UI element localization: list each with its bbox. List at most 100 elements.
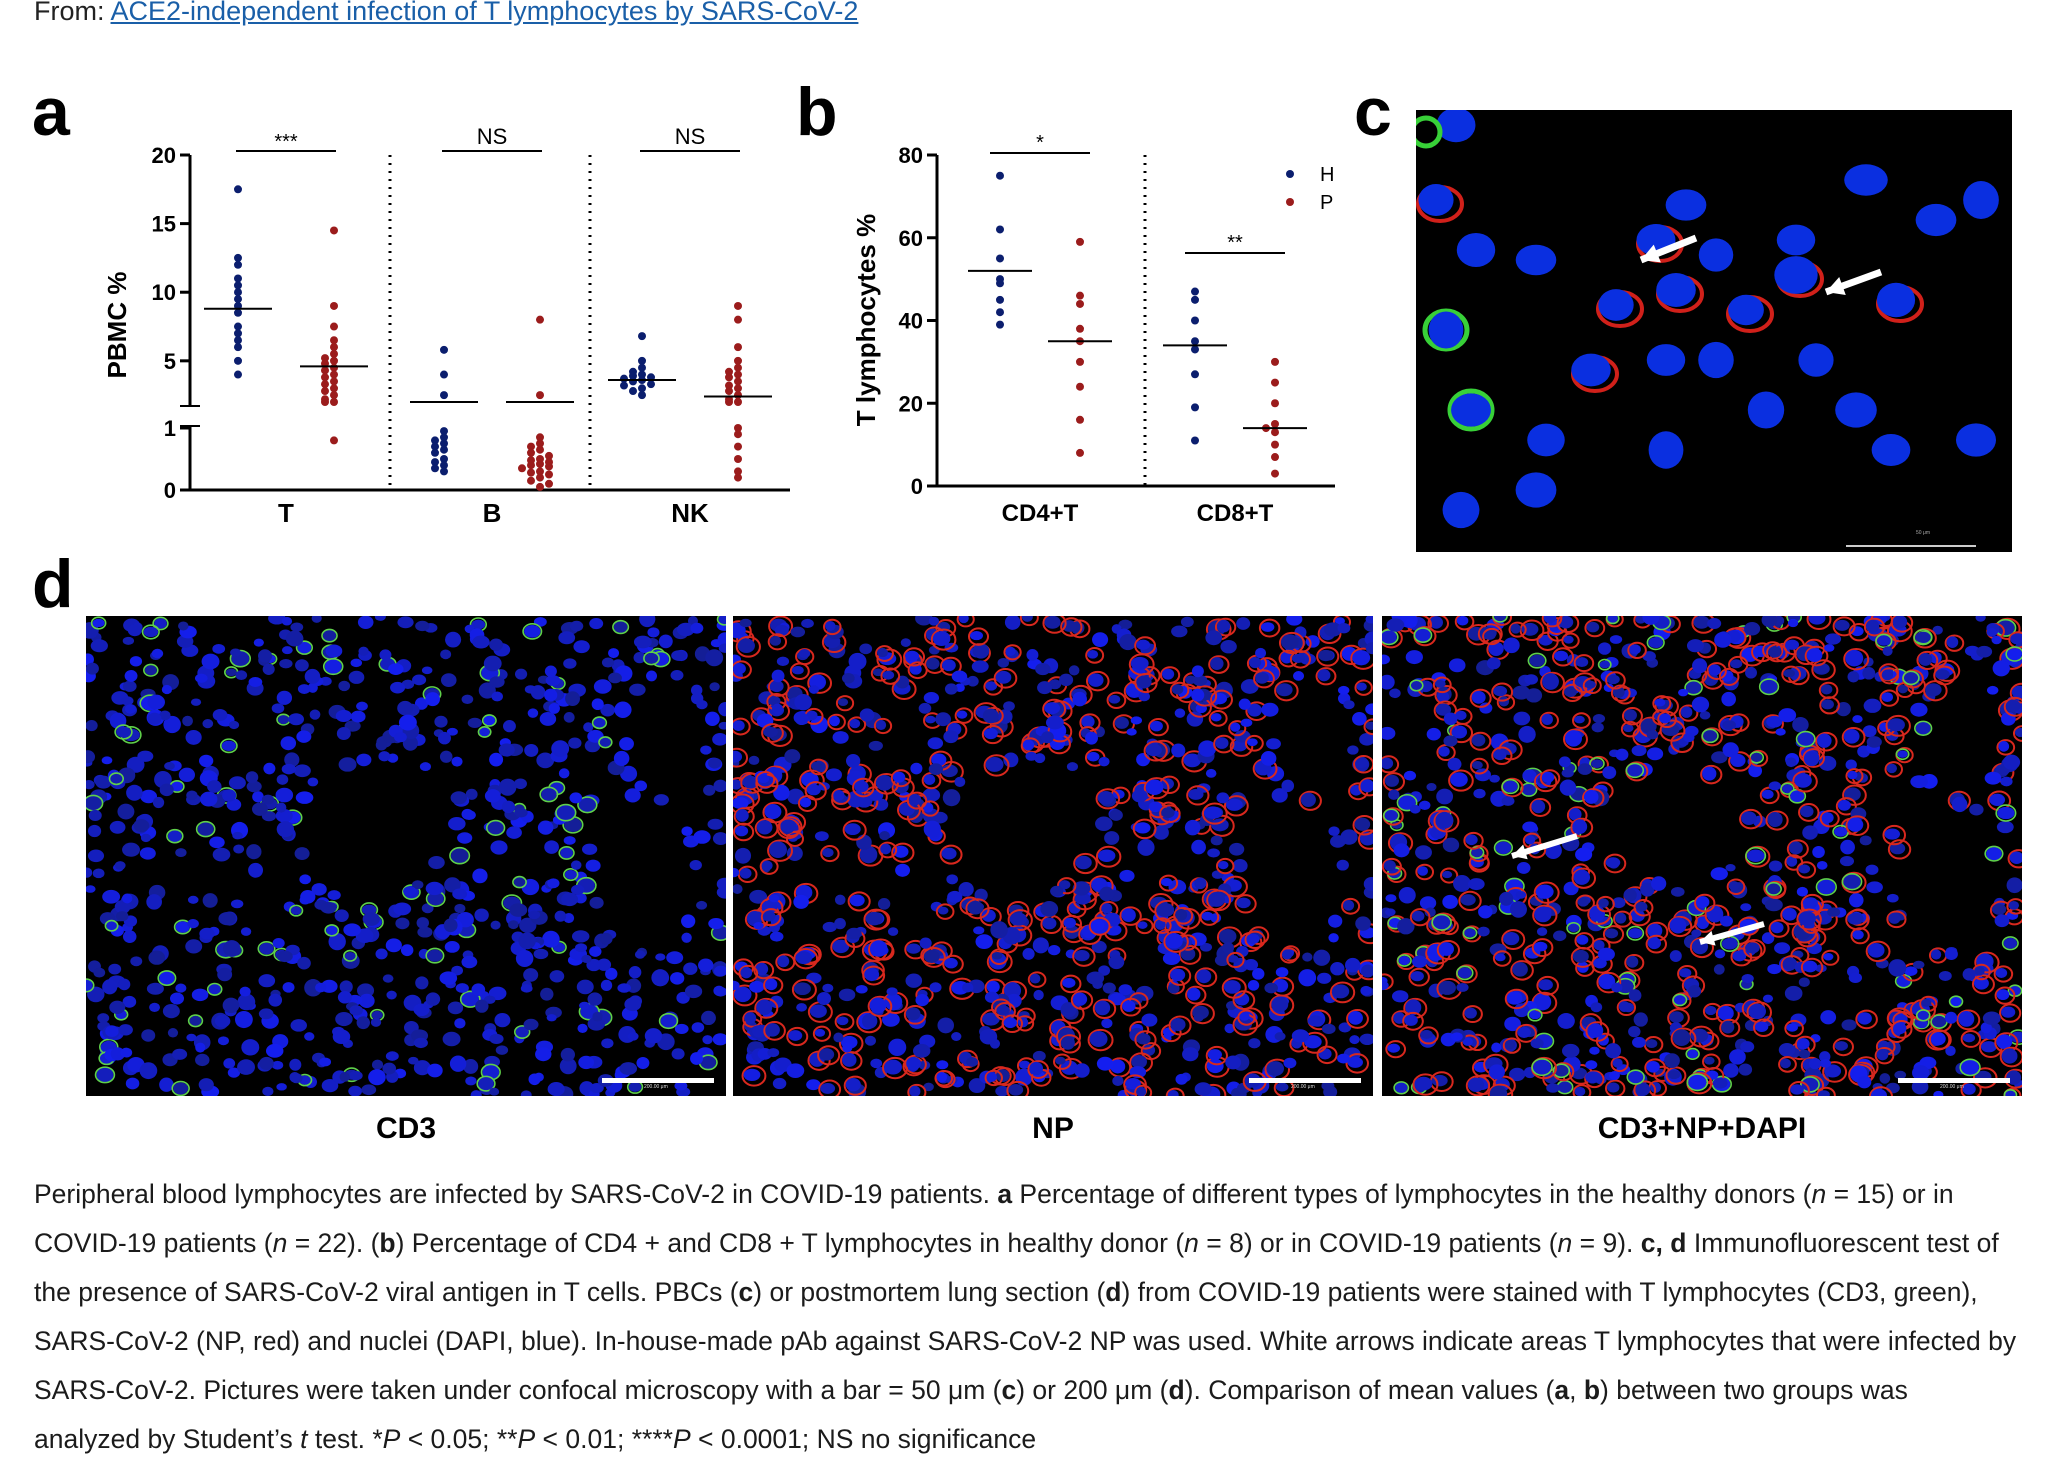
- np-signal: [1163, 930, 1189, 953]
- cd3-signal: [1902, 670, 1920, 686]
- nucleus: [450, 791, 468, 805]
- nucleus: [1442, 870, 1453, 879]
- nucleus: [86, 979, 93, 992]
- np-signal: [1487, 1083, 1514, 1096]
- np-signal: [1213, 734, 1235, 754]
- image-title-np: NP: [1032, 1112, 1074, 1145]
- nucleus: [1834, 619, 1850, 631]
- nucleus: [278, 715, 289, 725]
- nucleus: [1294, 626, 1307, 639]
- cd3-signal: [1597, 658, 1612, 671]
- nucleus: [1618, 1001, 1631, 1012]
- nucleus: [859, 845, 878, 864]
- nucleus: [1223, 980, 1241, 994]
- nucleus: [717, 632, 726, 646]
- nucleus: [589, 946, 602, 957]
- nucleus: [1424, 907, 1436, 918]
- nucleus: [108, 963, 122, 975]
- nucleus: [1648, 637, 1664, 649]
- nucleus: [1995, 967, 2008, 978]
- np-signal: [1159, 666, 1181, 684]
- nucleus: [1145, 779, 1164, 796]
- nucleus: [1615, 748, 1629, 761]
- cd3-signal: [90, 616, 107, 630]
- np-signal: [903, 647, 926, 667]
- significance-label: NS: [675, 124, 706, 149]
- nucleus: [1976, 645, 1993, 658]
- panel-label-d: d: [32, 546, 74, 622]
- nucleus: [864, 967, 880, 982]
- nucleus: [1678, 688, 1689, 697]
- cd3-signal: [1456, 965, 1474, 981]
- cd3-signal: [171, 1080, 190, 1096]
- nucleus: [763, 726, 778, 738]
- data-point: [330, 398, 338, 406]
- cd3-signal: [1396, 793, 1418, 812]
- np-signal: [1433, 810, 1460, 833]
- np-signal: [1865, 940, 1891, 963]
- nucleus: [1085, 731, 1098, 745]
- nucleus: [814, 1028, 826, 1037]
- np-signal: [1563, 728, 1588, 751]
- data-point: [1076, 291, 1084, 300]
- nucleus: [923, 1082, 934, 1092]
- nucleus: [1690, 1028, 1709, 1043]
- np-signal: [1800, 957, 1824, 978]
- data-point: [234, 295, 242, 304]
- nucleus: [498, 743, 515, 757]
- nucleus: [1606, 1082, 1620, 1093]
- nucleus: [300, 890, 316, 904]
- nucleus: [1612, 897, 1626, 909]
- np-signal: [1603, 853, 1627, 874]
- cd3-signal: [143, 663, 159, 677]
- nucleus: [513, 876, 526, 888]
- data-point: [330, 363, 338, 372]
- np-signal: [807, 672, 833, 694]
- np-signal: [856, 1011, 882, 1034]
- nucleus: [589, 896, 604, 909]
- nucleus: [794, 693, 812, 711]
- data-point: [234, 343, 242, 352]
- nucleus: [1473, 788, 1486, 799]
- np-signal: [1053, 1053, 1072, 1070]
- nucleus: [1072, 881, 1091, 896]
- data-point: [1191, 370, 1199, 379]
- nucleus: [1792, 716, 1809, 733]
- nucleus: [613, 620, 628, 634]
- nucleus: [309, 709, 321, 720]
- cd3-signal: [187, 1014, 204, 1028]
- nucleus: [189, 1015, 202, 1026]
- nucleus: [483, 655, 502, 672]
- nucleus: [806, 710, 818, 721]
- nucleus: [1794, 773, 1812, 788]
- nucleus: [1194, 1082, 1212, 1096]
- nucleus: [315, 982, 327, 993]
- nucleus: [268, 993, 283, 1007]
- nucleus: [2001, 1006, 2016, 1018]
- nucleus: [784, 749, 801, 764]
- nucleus: [202, 718, 214, 729]
- nucleus: [1762, 994, 1774, 1003]
- nucleus: [1193, 1014, 1204, 1022]
- np-signal: [1237, 1009, 1256, 1026]
- np-signal: [1972, 1067, 1998, 1089]
- np-signal: [1095, 845, 1122, 868]
- nucleus: [1538, 979, 1553, 991]
- nucleus: [1646, 344, 1686, 376]
- nucleus: [1589, 1046, 1600, 1055]
- data-point: [440, 345, 448, 354]
- np-signal: [804, 781, 827, 801]
- np-signal: [776, 818, 801, 840]
- nucleus: [357, 983, 375, 998]
- nucleus: [670, 972, 685, 985]
- nucleus: [508, 920, 519, 930]
- nucleus: [489, 638, 504, 651]
- nucleus: [1060, 1060, 1078, 1075]
- article-link[interactable]: ACE2-independent infection of T lymphocy…: [110, 0, 859, 26]
- nucleus: [524, 625, 541, 638]
- nucleus: [1313, 949, 1331, 966]
- nucleus: [1816, 861, 1828, 870]
- nucleus: [838, 988, 856, 1002]
- tissue-void: [1922, 676, 2002, 796]
